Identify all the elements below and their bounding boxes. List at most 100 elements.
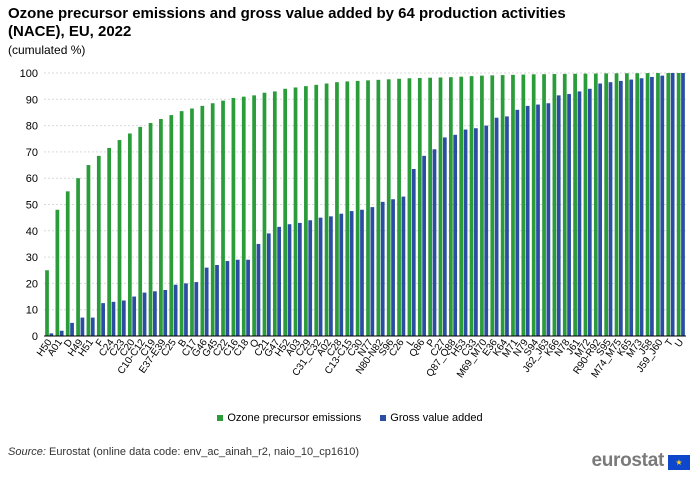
bar-ozone — [469, 76, 474, 336]
bar-gva — [80, 317, 85, 336]
bar-gva — [422, 155, 426, 336]
bar-gva — [629, 79, 634, 336]
bar-ozone — [262, 92, 267, 336]
bar-gva — [618, 80, 623, 336]
bar-ozone — [127, 133, 132, 336]
bar-gva — [266, 233, 271, 336]
bar-gva — [432, 149, 437, 336]
bar-ozone — [45, 270, 49, 336]
legend-swatch-ozone — [217, 415, 224, 422]
y-tick-label: 100 — [20, 68, 38, 80]
bar-ozone — [397, 78, 401, 336]
bar-ozone — [593, 73, 598, 336]
legend-item-ozone: Ozone precursor emissions — [217, 412, 361, 424]
bar-gva — [132, 296, 137, 336]
bar-ozone — [86, 165, 91, 336]
bar-ozone — [283, 88, 288, 336]
bar-ozone — [345, 81, 350, 336]
bar-ozone — [304, 86, 308, 337]
bar-ozone — [190, 108, 194, 336]
bar-ozone — [65, 191, 70, 336]
eu-flag-icon: ★ — [668, 455, 690, 470]
y-tick-label: 0 — [32, 331, 38, 343]
bar-gva — [453, 134, 458, 336]
bar-ozone — [666, 73, 671, 336]
bar-gva — [163, 289, 168, 336]
eurostat-logo: eurostat — [591, 450, 664, 471]
bar-ozone — [117, 140, 122, 336]
bar-ozone — [656, 73, 660, 336]
bar-ozone — [676, 73, 681, 336]
bar-ozone — [376, 79, 381, 336]
bar-ozone — [521, 74, 526, 336]
source-prefix: Source: — [8, 446, 46, 458]
bar-gva — [194, 282, 199, 336]
bar-gva — [546, 103, 551, 337]
bar-gva — [660, 75, 665, 336]
chart-subtitle: (cumulated %) — [8, 43, 86, 57]
y-tick-label: 50 — [26, 200, 38, 212]
bar-ozone — [324, 83, 329, 337]
bar-gva — [225, 261, 230, 336]
bar-gva — [49, 333, 54, 336]
bar-gva — [484, 125, 489, 336]
bar-ozone — [604, 73, 609, 336]
bar-ozone — [583, 73, 588, 336]
bar-ozone — [552, 74, 557, 336]
bar-ozone — [179, 111, 184, 336]
source-note: Source: Eurostat (online data code: env_… — [8, 446, 359, 458]
bar-ozone — [210, 103, 215, 337]
bar-ozone — [76, 178, 80, 336]
bar-gva — [153, 291, 157, 336]
bar-gva — [670, 73, 675, 336]
bar-gva — [339, 213, 344, 336]
bar-gva — [256, 243, 261, 336]
bar-ozone — [241, 96, 246, 336]
bar-gva — [587, 88, 592, 336]
y-tick-label: 80 — [26, 121, 38, 133]
bar-gva — [556, 95, 561, 336]
bar-gva — [515, 109, 520, 336]
legend: Ozone precursor emissions Gross value ad… — [0, 412, 700, 424]
legend-item-gva: Gross value added — [380, 412, 483, 424]
bar-gva — [401, 196, 406, 336]
bar-gva — [463, 129, 468, 336]
bar-gva — [650, 76, 654, 336]
bar-gva — [173, 284, 178, 336]
bar-gva — [494, 117, 499, 337]
bar-ozone — [542, 74, 546, 336]
flag-star-icon: ★ — [675, 458, 683, 467]
bar-gva — [204, 267, 209, 336]
bar-gva — [297, 222, 302, 336]
bar-gva — [101, 303, 105, 336]
bar-gva — [308, 220, 313, 336]
legend-swatch-gva — [380, 415, 387, 422]
bar-gva — [184, 283, 188, 336]
bar-ozone — [614, 73, 619, 336]
y-tick-label: 30 — [26, 252, 38, 264]
bar-ozone — [407, 78, 412, 336]
bar-ozone — [448, 77, 453, 336]
bar-gva — [608, 82, 613, 336]
bar-ozone — [314, 84, 319, 337]
bar-ozone — [138, 126, 143, 336]
bar-gva — [380, 201, 385, 336]
bar-gva — [639, 78, 644, 336]
bar-gva — [370, 207, 375, 336]
bar-ozone — [169, 115, 174, 336]
bar-ozone — [573, 73, 577, 336]
bar-ozone — [293, 87, 298, 336]
legend-label-gva: Gross value added — [390, 412, 483, 424]
bar-gva — [474, 128, 478, 336]
bar-ozone — [221, 100, 225, 337]
bar-ozone — [428, 77, 433, 336]
bar-ozone — [355, 80, 360, 336]
y-tick-label: 60 — [26, 173, 38, 185]
bar-gva — [349, 211, 354, 336]
bar-ozone — [272, 91, 277, 336]
bar-gva — [318, 217, 323, 336]
bar-gva — [391, 199, 395, 336]
bar-gva — [577, 91, 582, 336]
bar-ozone — [386, 79, 391, 336]
bar-ozone — [335, 82, 339, 336]
